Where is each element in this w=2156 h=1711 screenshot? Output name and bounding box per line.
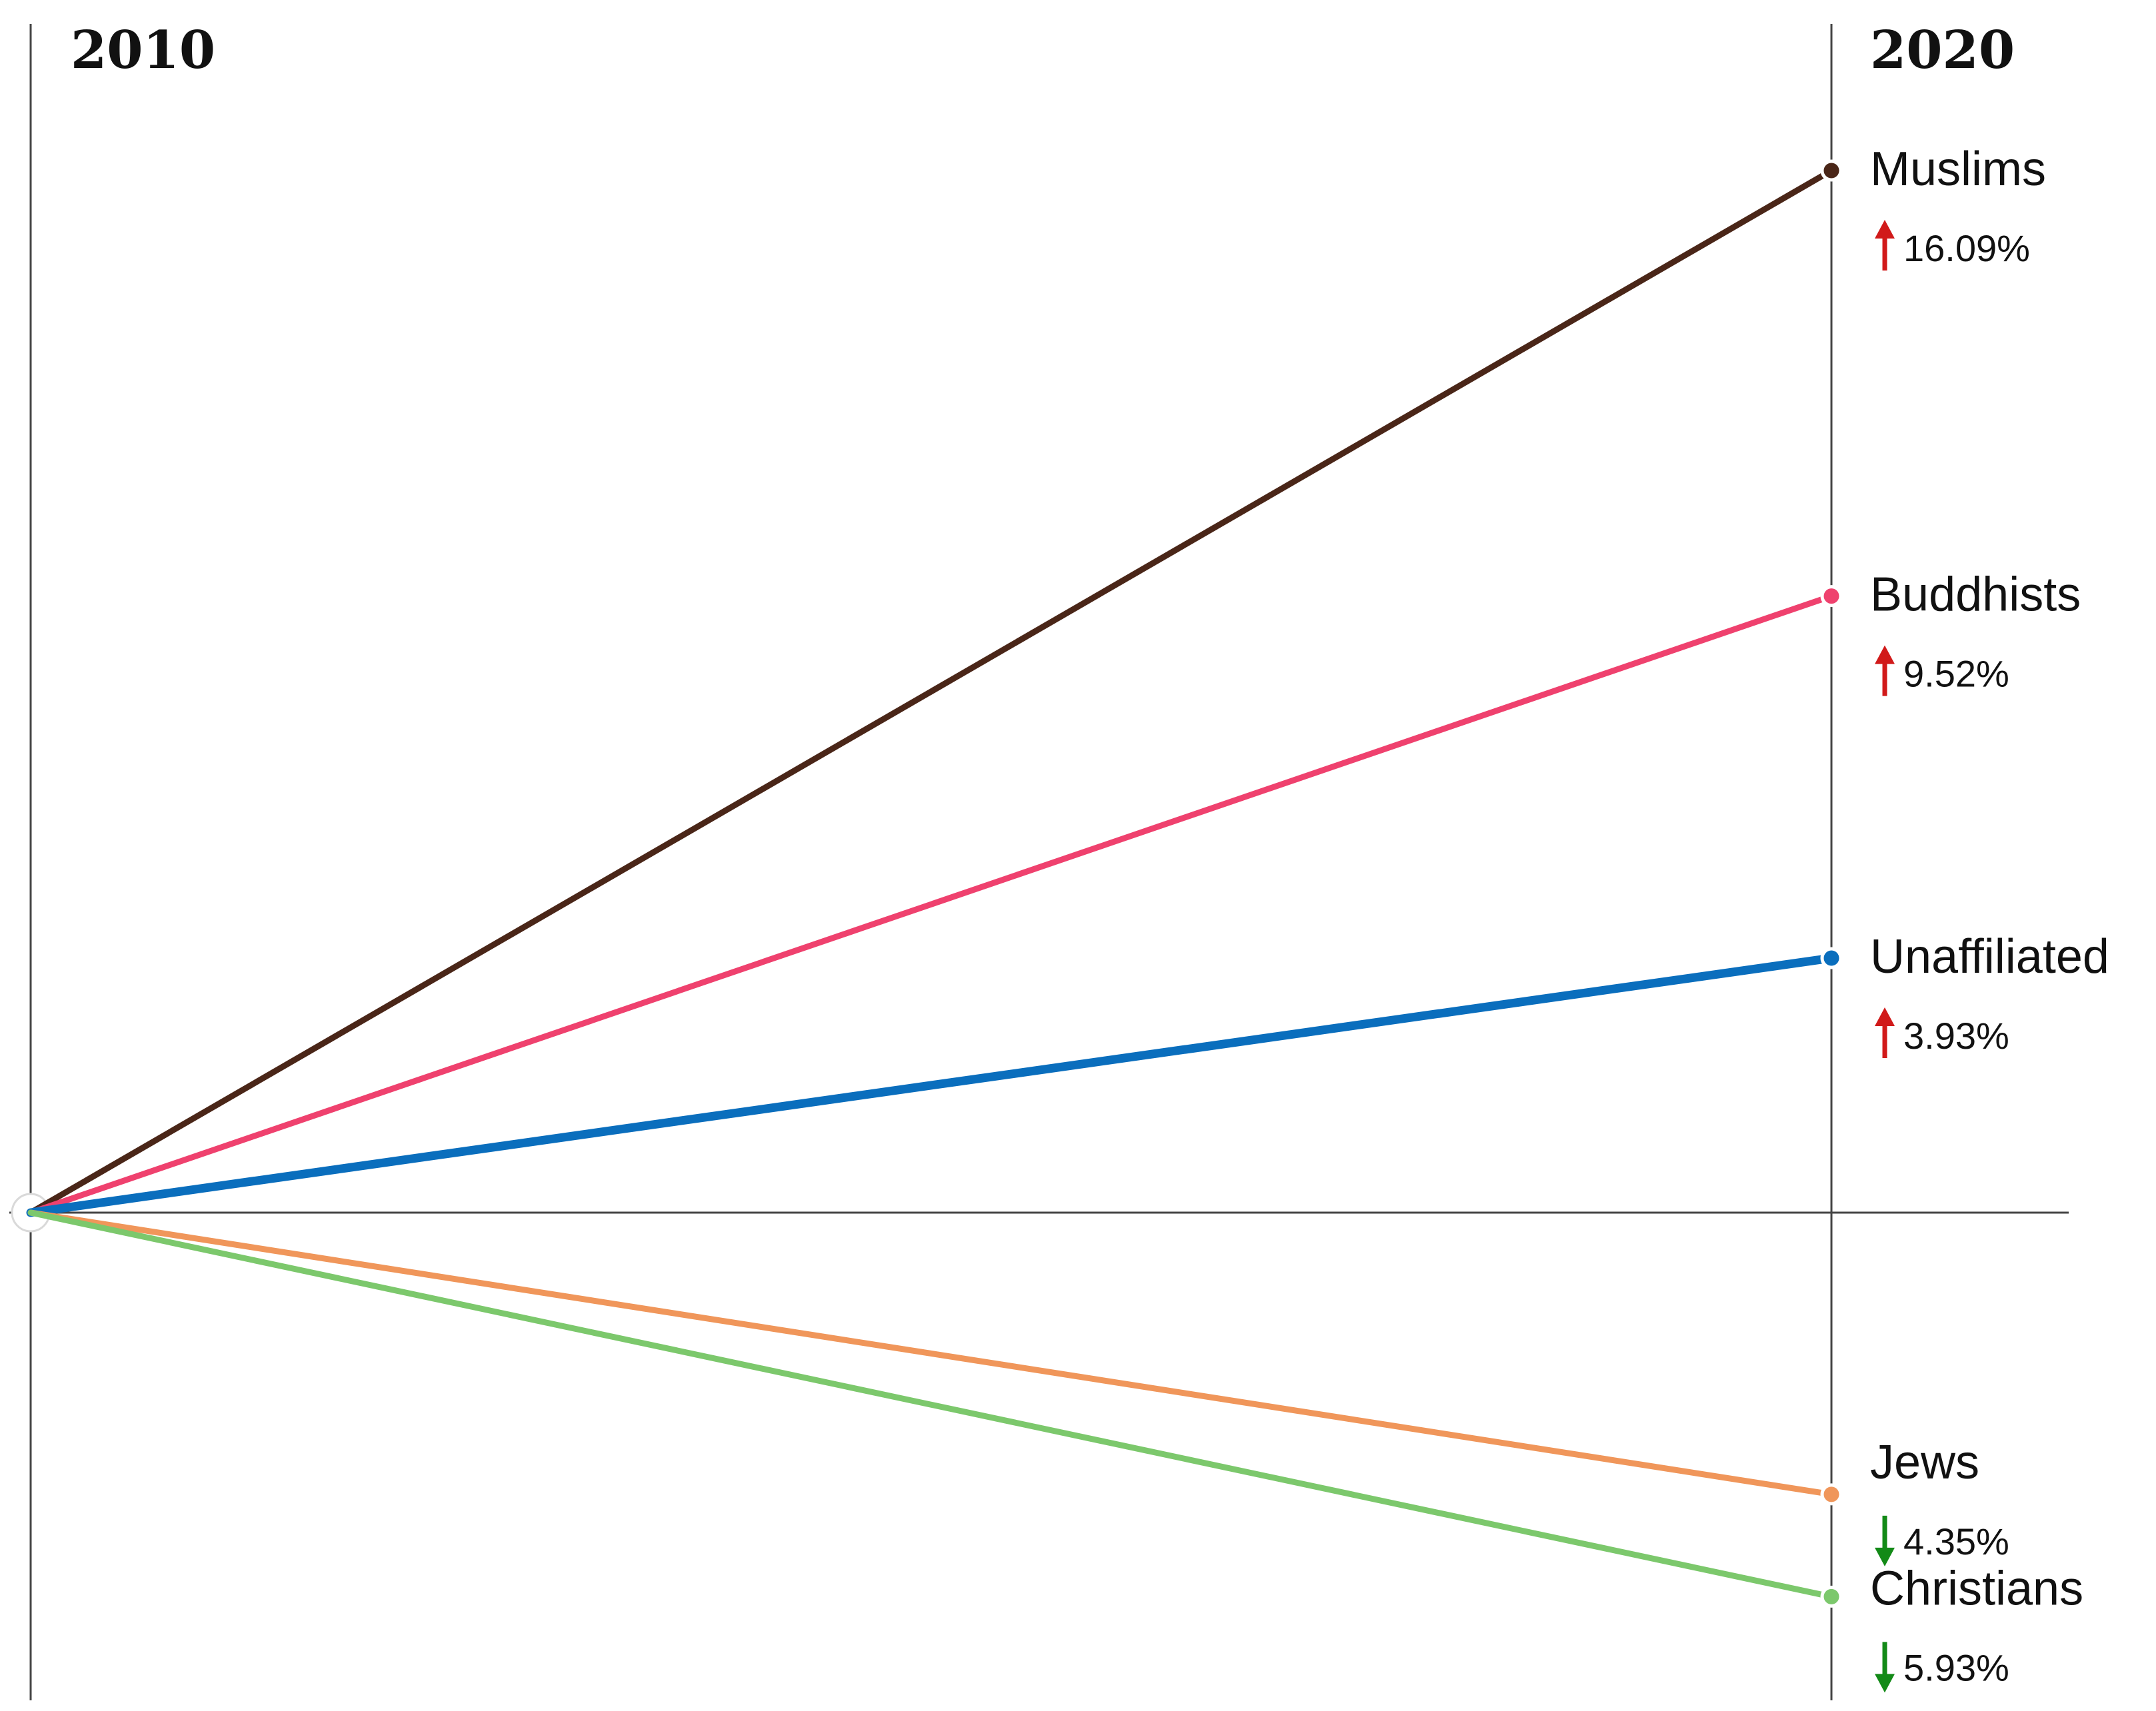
series-line-muslims — [27, 167, 1835, 1216]
series-label-buddhists: Buddhists — [1870, 568, 2081, 622]
series-label-christians: Christians — [1870, 1562, 2083, 1615]
series-change-jews: 4.35% — [1903, 1520, 2009, 1562]
series-line-buddhists — [27, 593, 1835, 1216]
series-line-jews — [27, 1209, 1835, 1498]
x-label-2020: 2020 — [1870, 20, 2015, 81]
series-change-unaffiliated: 3.93% — [1903, 1015, 2009, 1057]
arrow-down-icon-jews — [1875, 1515, 1895, 1566]
series-label-muslims: Muslims — [1870, 143, 2046, 196]
series-label-jews: Jews — [1870, 1436, 1979, 1489]
x-label-2010: 2010 — [71, 20, 215, 81]
series-line-christians — [27, 1209, 1835, 1600]
series-line-unaffiliated — [26, 953, 1836, 1217]
arrow-up-icon-buddhists — [1875, 645, 1895, 696]
end-point-jews — [1820, 1483, 1843, 1506]
series-change-christians: 5.93% — [1903, 1646, 2009, 1688]
series-label-unaffiliated: Unaffiliated — [1870, 930, 2109, 983]
series-layer: Muslims 16.09% Buddhists 9.52% Unaffiliated 3… — [26, 143, 2109, 1693]
series-change-buddhists: 9.52% — [1903, 653, 2009, 695]
end-point-buddhists — [1820, 585, 1843, 608]
end-point-unaffiliated — [1820, 947, 1843, 969]
end-point-muslims — [1820, 159, 1843, 182]
arrow-down-icon-christians — [1875, 1642, 1895, 1693]
end-point-christians — [1820, 1585, 1843, 1608]
series-change-muslims: 16.09% — [1903, 227, 2030, 269]
arrow-up-icon-unaffiliated — [1875, 1007, 1895, 1058]
arrow-up-icon-muslims — [1875, 220, 1895, 271]
